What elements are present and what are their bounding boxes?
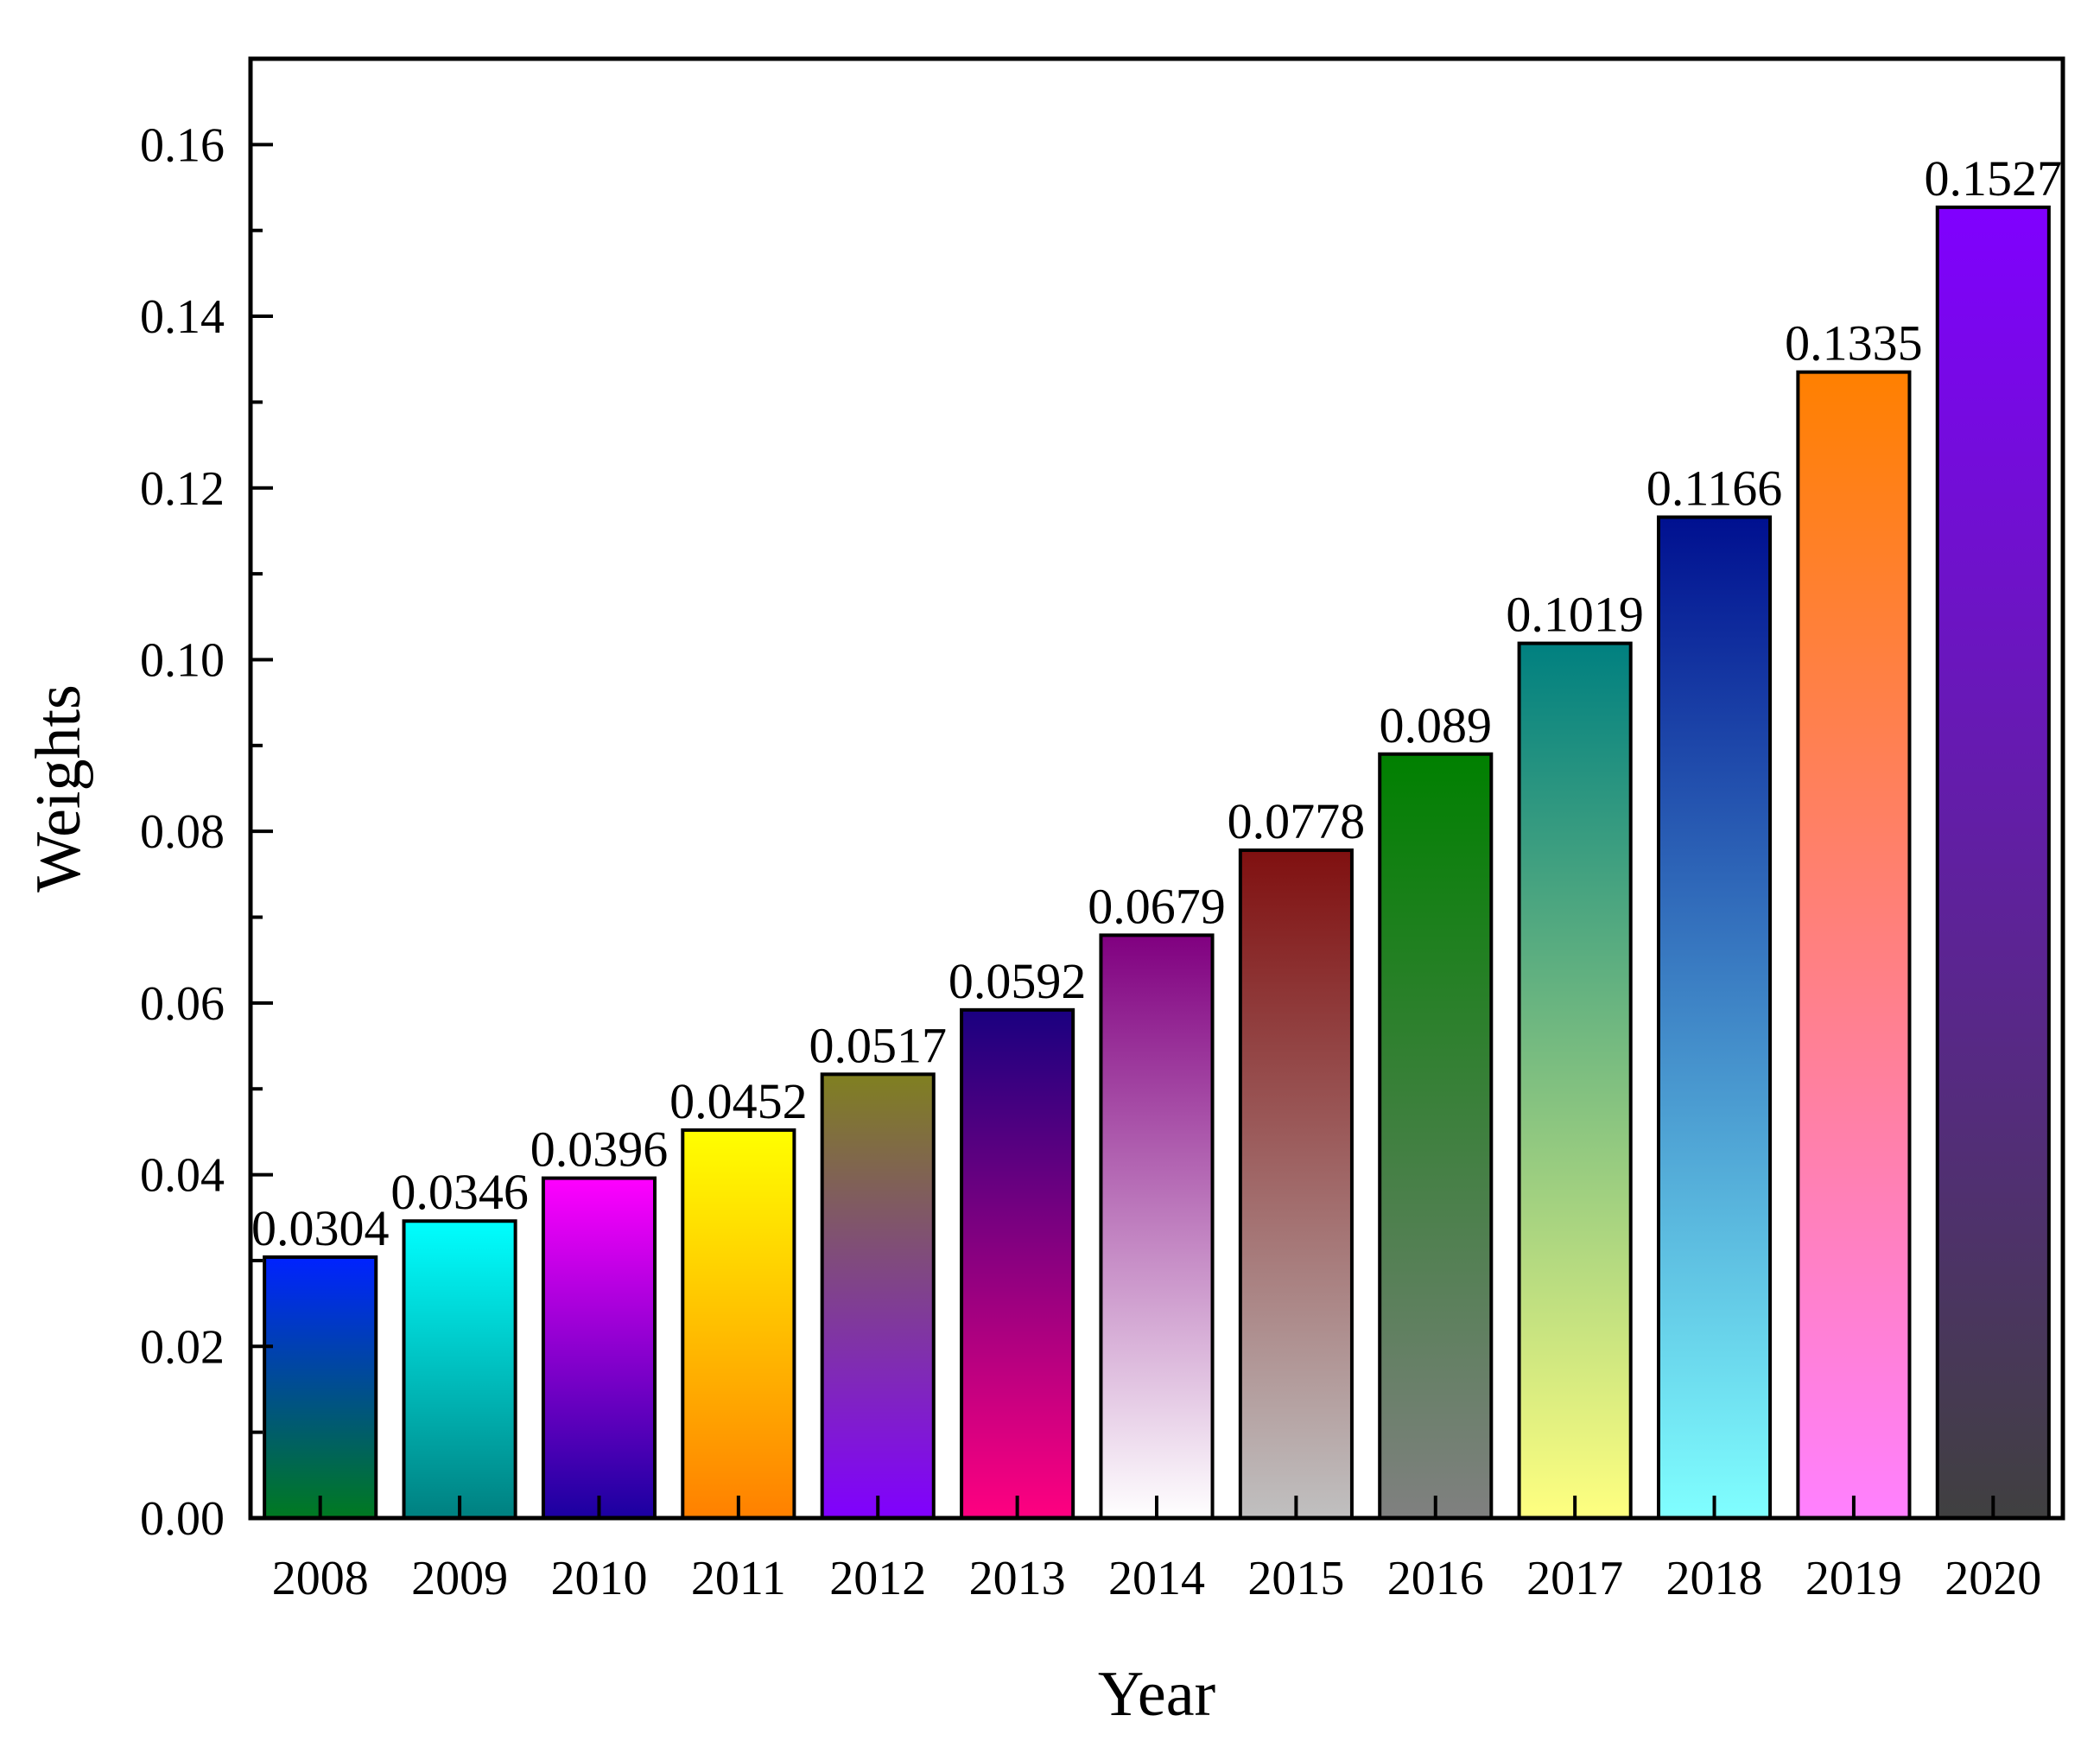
data-labels-layer: 0.03040.03460.03960.04520.05170.05920.06… bbox=[251, 150, 2062, 1256]
x-tick-label-2015: 2015 bbox=[1247, 1552, 1344, 1605]
x-tick-label-2014: 2014 bbox=[1108, 1552, 1205, 1605]
y-tick-label: 0.06 bbox=[140, 977, 225, 1031]
bar-2013 bbox=[960, 1007, 1075, 1520]
bar-2014 bbox=[1099, 933, 1215, 1520]
bar-2015 bbox=[1238, 848, 1354, 1520]
data-label-2008: 0.0304 bbox=[251, 1200, 390, 1256]
data-label-2018: 0.1166 bbox=[1646, 461, 1782, 517]
x-tick-label-2012: 2012 bbox=[829, 1552, 926, 1605]
y-tick-label: 0.12 bbox=[140, 462, 225, 516]
x-tick-label-2011: 2011 bbox=[691, 1552, 786, 1605]
x-tick-label-2009: 2009 bbox=[411, 1552, 508, 1605]
y-tick-label: 0.16 bbox=[140, 118, 225, 172]
bar-2012 bbox=[820, 1072, 936, 1521]
bar-2010 bbox=[541, 1176, 657, 1521]
bar-2009 bbox=[402, 1219, 517, 1520]
x-tick-label-2018: 2018 bbox=[1666, 1552, 1763, 1605]
y-axis-title: Weights bbox=[23, 684, 94, 893]
data-label-2019: 0.1335 bbox=[1785, 315, 1923, 372]
data-label-2013: 0.0592 bbox=[948, 953, 1087, 1009]
data-label-2010: 0.0396 bbox=[530, 1121, 669, 1178]
x-tick-label-2010: 2010 bbox=[550, 1552, 647, 1605]
bar-2016 bbox=[1378, 752, 1494, 1520]
ticks-layer: 2008 2009 2010 2011 2012 2013 2014 2015 2016 2017… bbox=[140, 118, 2041, 1605]
data-label-2016: 0.089 bbox=[1380, 697, 1493, 753]
data-label-2020: 0.1527 bbox=[1925, 150, 2063, 207]
bar-2011 bbox=[681, 1128, 796, 1520]
x-tick-label-2017: 2017 bbox=[1526, 1552, 1623, 1605]
x-axis-title: Year bbox=[1098, 1659, 1215, 1730]
data-label-2017: 0.1019 bbox=[1506, 587, 1644, 643]
x-tick-label-2013: 2013 bbox=[969, 1552, 1066, 1605]
bar-2020 bbox=[1935, 205, 2051, 1520]
x-tick-label-2016: 2016 bbox=[1387, 1552, 1484, 1605]
data-label-2014: 0.0679 bbox=[1088, 878, 1226, 934]
x-tick-label-2008: 2008 bbox=[272, 1552, 369, 1605]
y-tick-label: 0.08 bbox=[140, 805, 225, 859]
y-tick-label: 0.10 bbox=[140, 633, 225, 687]
bar-2018 bbox=[1656, 515, 1773, 1520]
data-label-2015: 0.0778 bbox=[1228, 793, 1366, 849]
bar-2019 bbox=[1796, 370, 1912, 1521]
y-tick-label: 0.00 bbox=[140, 1492, 225, 1546]
y-tick-label: 0.02 bbox=[140, 1320, 225, 1374]
x-tick-label-2020: 2020 bbox=[1945, 1552, 2041, 1605]
data-label-2011: 0.0452 bbox=[669, 1073, 808, 1129]
x-tick-label-2019: 2019 bbox=[1805, 1552, 1902, 1605]
y-tick-label: 0.14 bbox=[140, 290, 225, 344]
bars-layer bbox=[263, 205, 2051, 1521]
bar-2017 bbox=[1517, 641, 1633, 1520]
data-label-2009: 0.0346 bbox=[390, 1164, 529, 1220]
bar-2008 bbox=[263, 1255, 378, 1520]
data-label-2012: 0.0517 bbox=[809, 1017, 947, 1073]
y-tick-label: 0.04 bbox=[140, 1149, 225, 1203]
